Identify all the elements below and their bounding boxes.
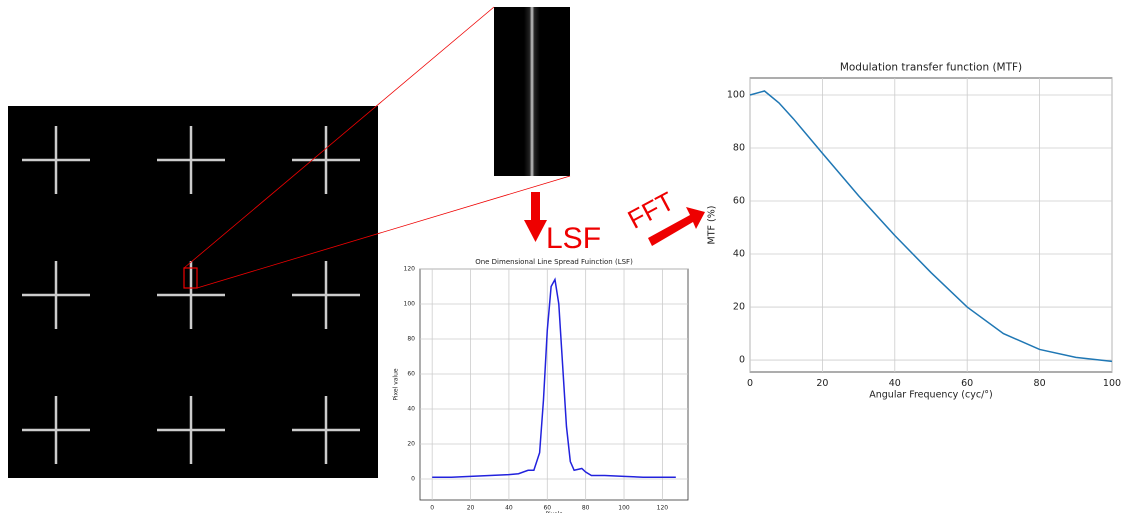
y-tick-label: 20 [407,441,415,448]
y-tick-label: 0 [739,355,745,366]
figure: LSF FFT 020406080100120020406080100120On… [0,0,1123,513]
x-tick-label: 0 [430,505,434,512]
plot-area [750,78,1112,372]
y-tick-label: 0 [411,476,415,483]
lsf-label: LSF [546,222,601,255]
x-tick-label: 40 [505,505,513,512]
y-tick-label: 60 [407,371,415,378]
x-tick-label: 60 [961,378,973,389]
y-tick-label: 20 [733,302,745,313]
x-tick-label: 80 [582,505,590,512]
y-tick-label: 60 [733,196,745,207]
x-tick-label: 100 [1103,378,1121,389]
chart-title: One Dimensional Line Spread Fuinction (L… [475,258,633,266]
y-axis-label: MTF (%) [707,206,718,245]
x-tick-label: 40 [889,378,901,389]
x-tick-label: 120 [657,505,669,512]
y-tick-label: 100 [404,301,416,308]
y-tick-label: 80 [407,336,415,343]
y-tick-label: 100 [727,89,745,100]
y-tick-label: 40 [407,406,415,413]
y-tick-label: 80 [733,142,745,153]
x-axis-label: Angular Frequency (cyc/°) [869,389,993,400]
x-tick-label: 20 [816,378,828,389]
chart-title: Modulation transfer function (MTF) [840,62,1022,74]
y-tick-label: 120 [404,266,416,273]
x-tick-label: 100 [618,505,630,512]
target-image [8,106,378,478]
x-tick-label: 0 [747,378,753,389]
y-tick-label: 40 [733,249,745,260]
x-tick-label: 80 [1034,378,1046,389]
y-axis-label: Pixel value [393,368,400,400]
x-tick-label: 20 [467,505,475,512]
